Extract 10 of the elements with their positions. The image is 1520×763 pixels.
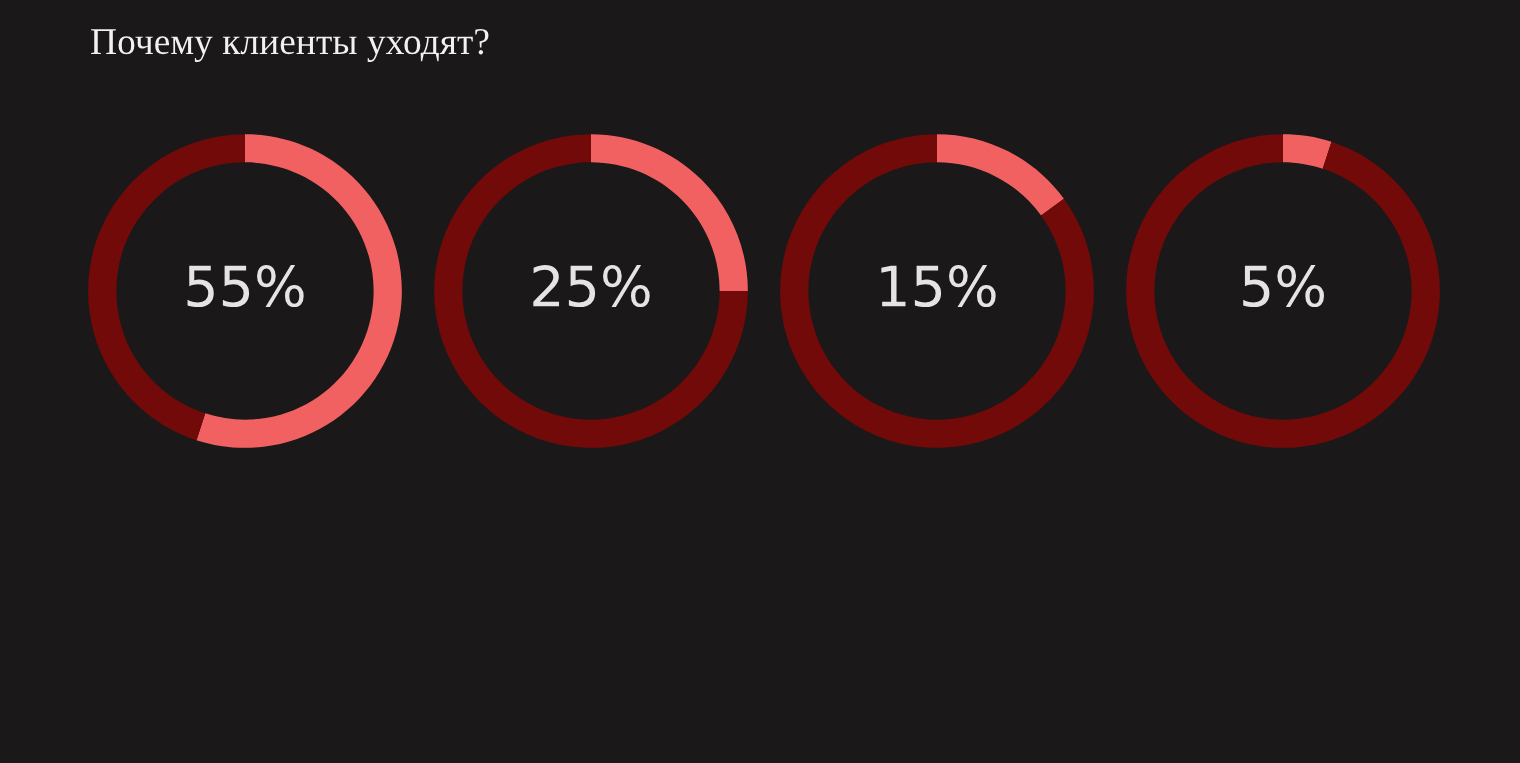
donut-slice	[1283, 134, 1332, 169]
data-label: 5%	[1243, 265, 1324, 308]
data-label: 25%	[533, 265, 650, 308]
donut-slice	[937, 134, 1064, 216]
donut-slice	[780, 134, 1094, 448]
data-label: 55%	[187, 265, 304, 308]
donut-slice	[434, 134, 748, 448]
donut-slice	[1126, 134, 1440, 448]
data-label: 15%	[881, 265, 996, 308]
chart-title: Почему клиенты уходят?	[91, 29, 489, 62]
